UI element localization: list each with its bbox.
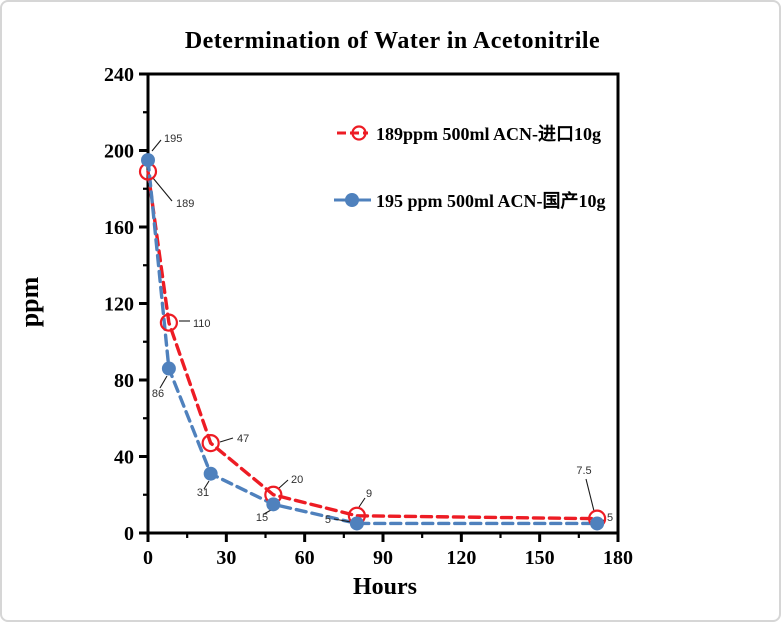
data-point-marker xyxy=(201,434,220,453)
x-tick-label: 30 xyxy=(216,547,236,569)
x-tick-label: 60 xyxy=(295,547,315,569)
y-tick-label: 40 xyxy=(114,447,134,469)
data-point-marker xyxy=(266,497,281,512)
legend-entry-label: 195 ppm 500ml ACN-国产10g xyxy=(376,190,606,211)
chart-title: Determination of Water in Acetonitrile xyxy=(184,28,601,54)
x-tick-label: 0 xyxy=(143,547,153,569)
point-label: 9 xyxy=(366,488,372,500)
point-label: 5 xyxy=(607,512,613,524)
point-label-leader xyxy=(219,437,234,443)
legend-entry-label: 189ppm 500ml ACN-进口10g xyxy=(376,124,601,144)
point-label-leader xyxy=(152,177,173,202)
point-label: 47 xyxy=(237,433,249,445)
y-tick-label: 160 xyxy=(104,217,134,239)
legend-marker xyxy=(351,125,367,141)
x-tick-label: 150 xyxy=(525,547,555,569)
point-label-leader xyxy=(585,478,595,512)
point-label: 20 xyxy=(291,474,303,486)
point-label-leader xyxy=(203,480,210,490)
data-point-marker xyxy=(161,361,176,376)
x-tick-label: 120 xyxy=(446,547,476,569)
series-line-0 xyxy=(146,169,599,521)
point-label: 86 xyxy=(152,388,164,400)
y-tick-label: 120 xyxy=(104,294,134,316)
data-point-marker xyxy=(203,466,218,481)
point-label: 5 xyxy=(325,514,331,526)
point-label: 15 xyxy=(256,512,268,524)
y-tick-label: 0 xyxy=(124,523,134,545)
y-tick-label: 240 xyxy=(104,64,134,86)
data-point-marker xyxy=(159,313,178,332)
point-label-leader xyxy=(358,497,366,508)
y-axis-title-text: ppm xyxy=(15,276,44,328)
point-label-leader xyxy=(277,479,289,490)
point-label: 7.5 xyxy=(576,465,591,477)
point-label: 195 xyxy=(164,133,182,145)
x-tick-label: 180 xyxy=(603,547,633,569)
y-tick-label: 80 xyxy=(114,370,134,392)
point-label: 110 xyxy=(193,318,211,330)
data-point-marker xyxy=(141,153,155,168)
point-label-leader xyxy=(151,139,162,152)
point-label: 31 xyxy=(197,487,209,499)
y-tick-label: 200 xyxy=(104,141,134,163)
x-tick-label: 90 xyxy=(373,547,393,569)
point-label-leader xyxy=(333,518,352,523)
data-point-marker xyxy=(349,516,364,531)
point-label-leader xyxy=(263,509,272,515)
data-point-marker xyxy=(590,516,605,531)
point-label: 189 xyxy=(176,198,194,210)
legend-marker xyxy=(345,193,359,207)
point-label-leader xyxy=(159,375,168,389)
series-line-1 xyxy=(146,158,599,526)
x-axis-title: Hours xyxy=(352,574,417,600)
